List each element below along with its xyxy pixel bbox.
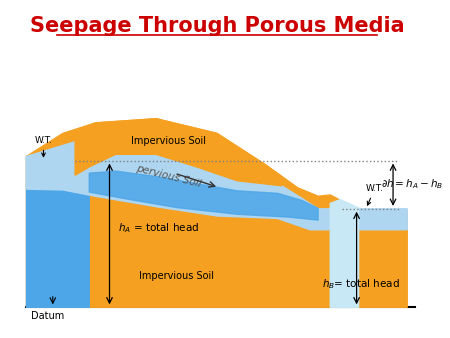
Polygon shape xyxy=(27,119,407,307)
Polygon shape xyxy=(89,171,318,220)
Text: Datum: Datum xyxy=(32,311,65,321)
Text: $h_B$= total head: $h_B$= total head xyxy=(322,277,400,291)
Polygon shape xyxy=(27,156,89,307)
Text: pervious Soil: pervious Soil xyxy=(135,164,202,190)
Text: W.T.: W.T. xyxy=(35,136,53,156)
Text: W.T.: W.T. xyxy=(366,184,384,205)
Polygon shape xyxy=(330,200,359,307)
Text: $\partial h = h_A - h_B$: $\partial h = h_A - h_B$ xyxy=(381,177,443,191)
Polygon shape xyxy=(27,142,407,230)
Text: Seepage Through Porous Media: Seepage Through Porous Media xyxy=(30,16,404,36)
Polygon shape xyxy=(75,119,282,186)
Text: Impervious Soil: Impervious Soil xyxy=(131,136,206,145)
Text: $h_A$ = total head: $h_A$ = total head xyxy=(117,221,199,235)
Text: Impervious Soil: Impervious Soil xyxy=(139,271,214,281)
